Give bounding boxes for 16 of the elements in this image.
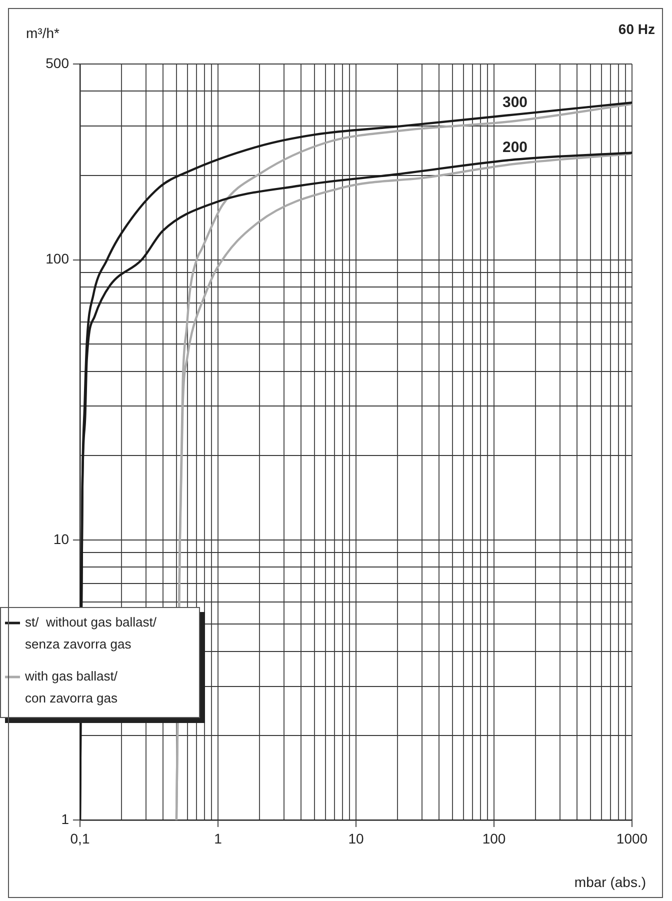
legend-label: st/ without gas ballast/ senza zavorra gas xyxy=(25,614,157,652)
x-tick-label: 10 xyxy=(348,830,364,846)
x-tick-label: 0,1 xyxy=(70,830,90,846)
y-tick-label: 10 xyxy=(53,530,70,547)
annotation: 200 xyxy=(502,139,528,156)
annotation: 300 xyxy=(502,94,528,112)
y-tick-label: 500 xyxy=(46,54,70,71)
y-tick-label: 100 xyxy=(46,250,70,267)
x-tick-label: 1000 xyxy=(616,830,648,846)
x-tick-label: 1 xyxy=(214,830,222,846)
y-tick-label: 1 xyxy=(61,810,70,827)
chart-title: 60 Hz xyxy=(618,20,655,37)
legend-label: with gas ballast/ con zavorra gas xyxy=(24,668,118,706)
x-tick-label: 100 xyxy=(482,830,506,846)
y-axis-title: m³/h* xyxy=(26,24,60,41)
x-axis-title: mbar (abs.) xyxy=(574,874,646,890)
